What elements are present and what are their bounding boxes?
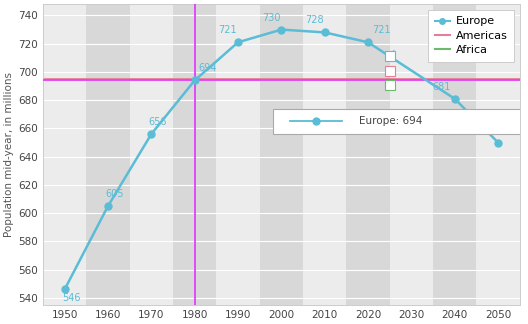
- Bar: [346, 4, 390, 305]
- Bar: [433, 4, 476, 305]
- Text: 728: 728: [305, 16, 324, 26]
- Bar: [390, 4, 433, 305]
- Bar: [303, 4, 346, 305]
- Text: 721: 721: [372, 25, 391, 35]
- Text: 656: 656: [148, 117, 167, 127]
- Text: 681: 681: [432, 82, 451, 92]
- Bar: [260, 4, 303, 305]
- Text: 546: 546: [62, 293, 80, 303]
- Bar: [130, 4, 173, 305]
- Bar: [216, 4, 260, 305]
- Bar: [43, 4, 86, 305]
- Text: 650: 650: [502, 126, 521, 136]
- Text: Europe: 694: Europe: 694: [360, 116, 423, 126]
- FancyBboxPatch shape: [272, 109, 528, 134]
- Text: ✓: ✓: [388, 48, 395, 58]
- Legend: Europe, Americas, Africa: Europe, Americas, Africa: [428, 10, 514, 62]
- Text: 721: 721: [219, 25, 237, 35]
- Bar: [86, 4, 130, 305]
- Bar: [173, 4, 216, 305]
- Text: 730: 730: [262, 13, 280, 23]
- Bar: [476, 4, 520, 305]
- Y-axis label: Population mid-year, in millions: Population mid-year, in millions: [4, 72, 14, 237]
- Text: 605: 605: [105, 189, 124, 199]
- Text: 694: 694: [199, 64, 217, 74]
